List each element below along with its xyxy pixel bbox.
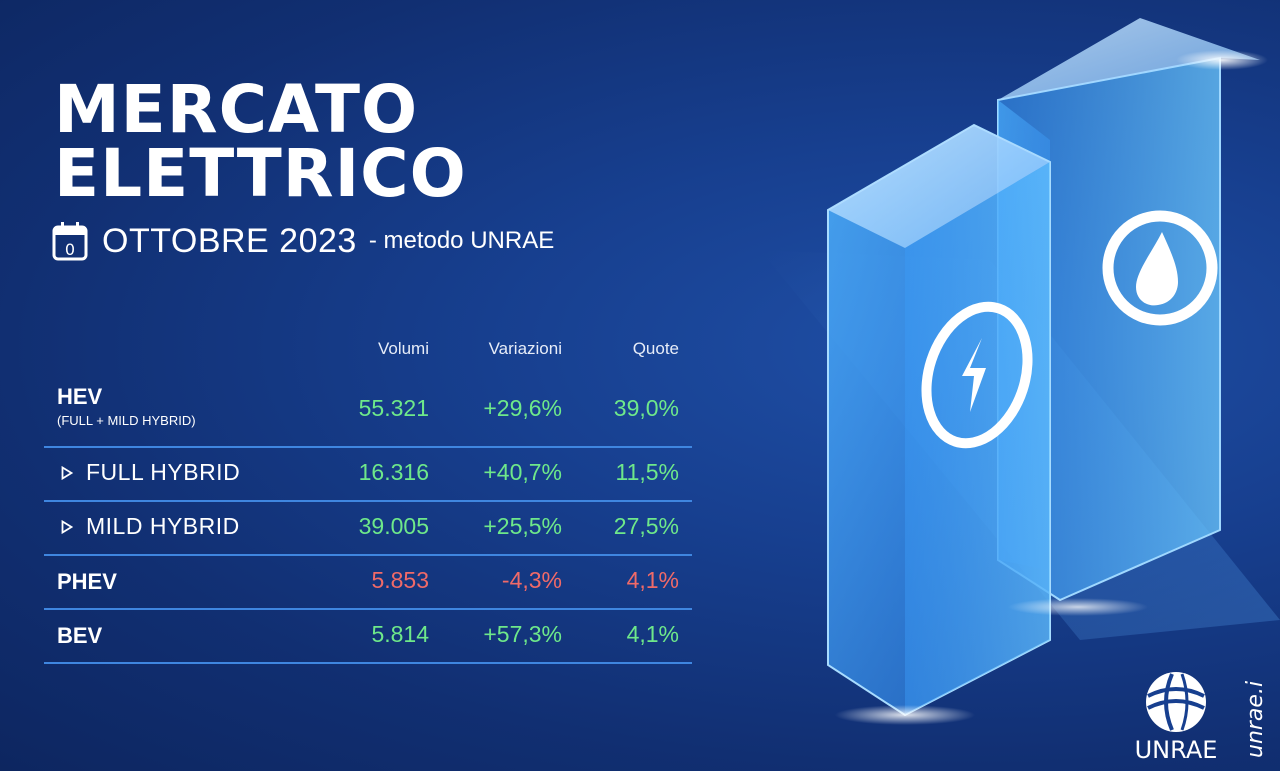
triangle-right-icon bbox=[61, 519, 73, 534]
market-table: Volumi Variazioni Quote HEV (FULL + MILD… bbox=[44, 330, 692, 664]
table-row-hev: HEV (FULL + MILD HYBRID) 55.321 +29,6% 3… bbox=[44, 370, 692, 448]
row-change: -4,3% bbox=[501, 567, 562, 593]
report-period: OTTOBRE 2023 bbox=[102, 221, 357, 260]
subtitle: 0 OTTOBRE 2023 - metodo UNRAE bbox=[52, 218, 554, 264]
calendar-icon: 0 bbox=[52, 222, 88, 261]
header-volumes: Volumi bbox=[377, 339, 429, 358]
table-row-mild-hybrid: MILD HYBRID 39.005 +25,5% 27,5% bbox=[44, 502, 692, 556]
title-line-2: ELETTRICO bbox=[54, 135, 467, 212]
row-change: +57,3% bbox=[483, 621, 562, 647]
row-share: 39,0% bbox=[613, 395, 679, 421]
fuel-drop-icon bbox=[1136, 232, 1178, 306]
svg-text:0: 0 bbox=[65, 240, 75, 259]
row-volume: 16.316 bbox=[358, 459, 429, 485]
header-shares: Quote bbox=[632, 339, 679, 358]
page-title: MERCATO ELETTRICO bbox=[54, 71, 467, 212]
triangle-right-icon bbox=[61, 465, 73, 480]
brand-url: unrae.it bbox=[1243, 680, 1268, 758]
lightning-bolt-icon bbox=[962, 338, 986, 412]
table-row-full-hybrid: FULL HYBRID 16.316 +40,7% 11,5% bbox=[44, 448, 692, 502]
title-line-1: MERCATO bbox=[54, 71, 419, 148]
row-share: 27,5% bbox=[613, 513, 679, 539]
pillars-illustration bbox=[760, 18, 1280, 725]
row-volume: 39.005 bbox=[358, 513, 429, 539]
row-volume: 5.814 bbox=[371, 621, 429, 647]
logo-text: UNRAE bbox=[1135, 736, 1218, 764]
url-text: unrae.it bbox=[1243, 680, 1268, 758]
header-changes: Variazioni bbox=[488, 339, 562, 358]
row-label: HEV bbox=[57, 384, 103, 409]
table-row-phev: PHEV 5.853 -4,3% 4,1% bbox=[44, 556, 692, 610]
row-label: MILD HYBRID bbox=[86, 513, 240, 539]
unrae-logo: UNRAE bbox=[1135, 672, 1218, 764]
table-header: Volumi Variazioni Quote bbox=[44, 330, 692, 370]
row-change: +29,6% bbox=[483, 395, 562, 421]
row-share: 11,5% bbox=[615, 459, 679, 485]
row-volume: 5.853 bbox=[371, 567, 429, 593]
row-change: +40,7% bbox=[483, 459, 562, 485]
report-method: - metodo UNRAE bbox=[368, 227, 555, 254]
row-share: 4,1% bbox=[626, 567, 679, 593]
row-volume: 55.321 bbox=[358, 395, 429, 421]
row-label: PHEV bbox=[57, 569, 117, 594]
row-note: (FULL + MILD HYBRID) bbox=[57, 413, 196, 428]
row-label-wrap: MILD HYBRID bbox=[61, 513, 240, 540]
table-row-bev: BEV 5.814 +57,3% 4,1% bbox=[44, 610, 692, 664]
row-label: BEV bbox=[57, 623, 103, 648]
row-label-wrap: FULL HYBRID bbox=[61, 459, 240, 486]
row-label: FULL HYBRID bbox=[86, 459, 241, 485]
row-share: 4,1% bbox=[626, 621, 679, 647]
row-change: +25,5% bbox=[483, 513, 562, 539]
